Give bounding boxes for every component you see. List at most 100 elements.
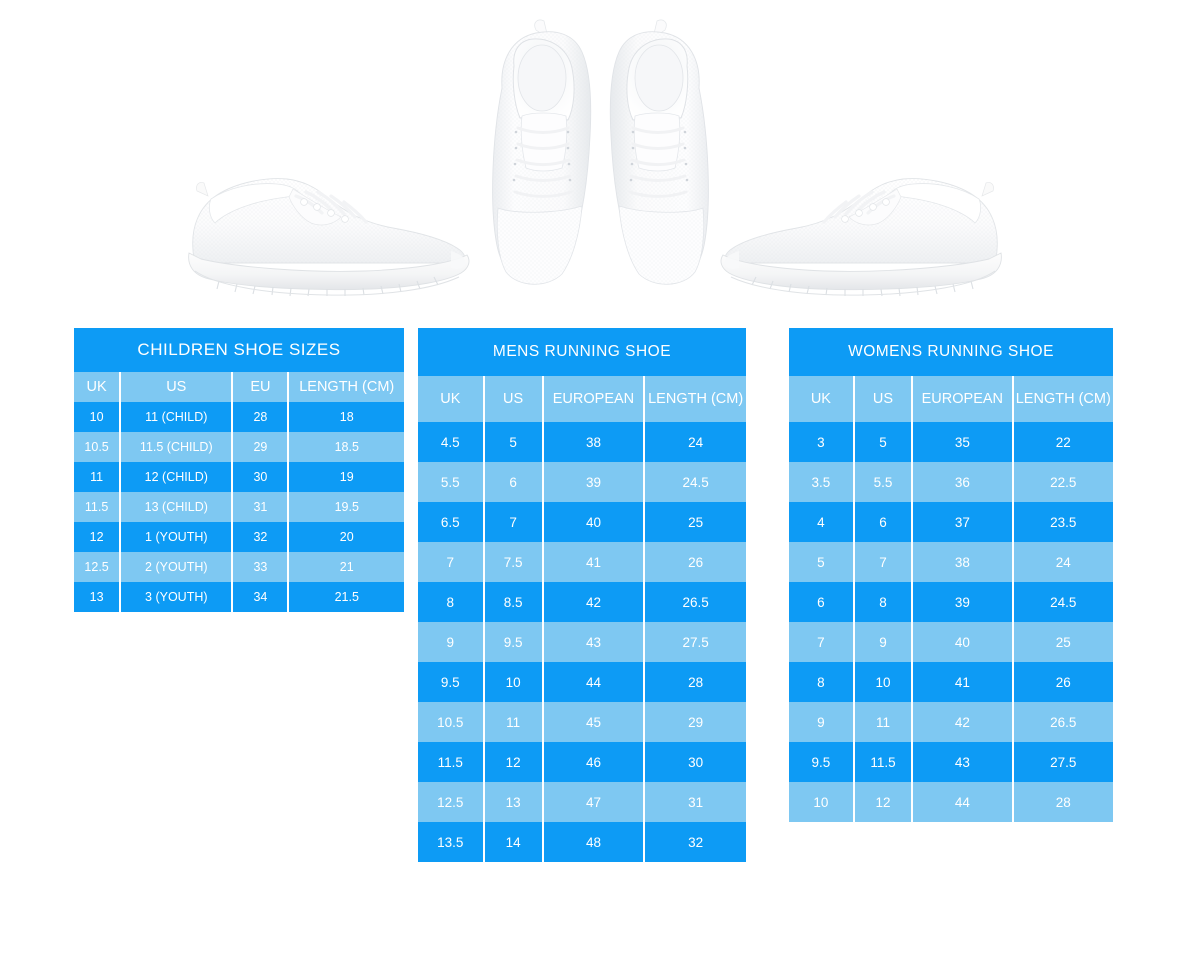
- cell-length-cm: 21.5: [288, 582, 404, 612]
- cell-us: 7.5: [483, 542, 544, 582]
- mens-size-table: UK US EUROPEAN LENGTH (CM) 4.5 5 38 24 5.5 6 39 24…: [418, 376, 746, 862]
- cell-length-cm: 28: [644, 662, 746, 702]
- womens-size-chart: WOMENS RUNNING SHOE UK US EUROPEAN LENGTH (…: [789, 328, 1113, 822]
- cell-uk: 3: [789, 422, 855, 462]
- table-row: 5 7 38 24: [789, 542, 1113, 582]
- cell-us: 5: [853, 422, 914, 462]
- cell-us: 8: [853, 582, 914, 622]
- cell-european: 40: [542, 502, 646, 542]
- cell-uk: 7: [418, 542, 485, 582]
- cell-uk: 5: [789, 542, 855, 582]
- cell-length-cm: 29: [644, 702, 746, 742]
- mens-size-chart: MENS RUNNING SHOE UK US EUROPEAN LENGTH (CM…: [418, 328, 746, 862]
- table-header-row: UK US EUROPEAN LENGTH (CM): [418, 376, 746, 422]
- shoe-top-view-pair-image: [478, 8, 723, 303]
- cell-length-cm: 24: [644, 422, 746, 462]
- cell-european: 44: [912, 782, 1014, 822]
- shoe-side-view-right-image: [705, 155, 1015, 310]
- cell-length-cm: 24.5: [644, 462, 746, 502]
- table-row: 10.5 11 45 29: [418, 702, 746, 742]
- cell-uk: 12: [74, 522, 122, 552]
- column-header-length-cm: LENGTH (CM): [1012, 376, 1113, 422]
- cell-uk: 11: [74, 462, 122, 492]
- cell-european: 38: [912, 542, 1014, 582]
- cell-european: 39: [912, 582, 1014, 622]
- cell-us: 13 (CHILD): [120, 492, 234, 522]
- cell-length-cm: 19: [288, 462, 404, 492]
- column-header-uk: UK: [789, 376, 855, 422]
- cell-european: 44: [542, 662, 646, 702]
- column-header-uk: UK: [418, 376, 485, 422]
- cell-uk: 6.5: [418, 502, 485, 542]
- column-header-eu: EU: [232, 372, 290, 402]
- mens-table-body: 4.5 5 38 24 5.5 6 39 24.5 6.5 7 40 25 7 7.5 41 26 8 8.5 42…: [418, 422, 746, 862]
- table-row: 8 10 41 26: [789, 662, 1113, 702]
- table-row: 11.5 13 (CHILD) 31 19.5: [74, 492, 404, 522]
- table-row: 12 1 (YOUTH) 32 20: [74, 522, 404, 552]
- column-header-length-cm: LENGTH (CM): [644, 376, 746, 422]
- cell-eu: 34: [232, 582, 290, 612]
- cell-european: 37: [912, 502, 1014, 542]
- children-table-head: UK US EU LENGTH (CM): [74, 372, 404, 402]
- cell-uk: 7: [789, 622, 855, 662]
- cell-us: 12: [483, 742, 544, 782]
- cell-uk: 9.5: [418, 662, 485, 702]
- cell-length-cm: 24.5: [1012, 582, 1113, 622]
- table-row: 8 8.5 42 26.5: [418, 582, 746, 622]
- cell-eu: 32: [232, 522, 290, 552]
- column-header-us: US: [853, 376, 914, 422]
- table-row: 5.5 6 39 24.5: [418, 462, 746, 502]
- cell-uk: 6: [789, 582, 855, 622]
- cell-eu: 30: [232, 462, 290, 492]
- table-row: 13 3 (YOUTH) 34 21.5: [74, 582, 404, 612]
- cell-uk: 3.5: [789, 462, 855, 502]
- cell-uk: 4.5: [418, 422, 485, 462]
- cell-uk: 10: [789, 782, 855, 822]
- cell-length-cm: 27.5: [644, 622, 746, 662]
- table-row: 3.5 5.5 36 22.5: [789, 462, 1113, 502]
- cell-uk: 13.5: [418, 822, 485, 862]
- cell-length-cm: 24: [1012, 542, 1113, 582]
- children-size-chart: CHILDREN SHOE SIZES UK US EU LENGTH (CM) 10…: [74, 328, 404, 612]
- cell-us: 8.5: [483, 582, 544, 622]
- cell-length-cm: 22: [1012, 422, 1113, 462]
- cell-european: 39: [542, 462, 646, 502]
- cell-eu: 31: [232, 492, 290, 522]
- table-row: 11.5 12 46 30: [418, 742, 746, 782]
- table-header-row: UK US EU LENGTH (CM): [74, 372, 404, 402]
- cell-us: 6: [483, 462, 544, 502]
- mens-size-chart-title: MENS RUNNING SHOE: [418, 328, 746, 376]
- cell-us: 1 (YOUTH): [120, 522, 234, 552]
- cell-length-cm: 26: [644, 542, 746, 582]
- table-header-row: UK US EUROPEAN LENGTH (CM): [789, 376, 1113, 422]
- table-row: 10 12 44 28: [789, 782, 1113, 822]
- cell-uk: 12.5: [418, 782, 485, 822]
- table-row: 3 5 35 22: [789, 422, 1113, 462]
- cell-length-cm: 22.5: [1012, 462, 1113, 502]
- product-image-gallery: [0, 0, 1200, 320]
- cell-length-cm: 23.5: [1012, 502, 1113, 542]
- cell-uk: 8: [789, 662, 855, 702]
- cell-us: 9: [853, 622, 914, 662]
- cell-us: 10: [853, 662, 914, 702]
- shoe-side-view-left-image: [175, 155, 485, 310]
- mens-table-head: UK US EUROPEAN LENGTH (CM): [418, 376, 746, 422]
- womens-table-head: UK US EUROPEAN LENGTH (CM): [789, 376, 1113, 422]
- cell-length-cm: 32: [644, 822, 746, 862]
- column-header-european: EUROPEAN: [912, 376, 1014, 422]
- cell-european: 35: [912, 422, 1014, 462]
- cell-uk: 12.5: [74, 552, 122, 582]
- cell-uk: 9.5: [789, 742, 855, 782]
- cell-european: 36: [912, 462, 1014, 502]
- table-row: 10.5 11.5 (CHILD) 29 18.5: [74, 432, 404, 462]
- cell-us: 11.5: [853, 742, 914, 782]
- table-row: 4 6 37 23.5: [789, 502, 1113, 542]
- cell-european: 46: [542, 742, 646, 782]
- cell-eu: 33: [232, 552, 290, 582]
- table-row: 12.5 13 47 31: [418, 782, 746, 822]
- cell-length-cm: 19.5: [288, 492, 404, 522]
- cell-eu: 28: [232, 402, 290, 432]
- cell-uk: 13: [74, 582, 122, 612]
- table-row: 9 9.5 43 27.5: [418, 622, 746, 662]
- cell-us: 14: [483, 822, 544, 862]
